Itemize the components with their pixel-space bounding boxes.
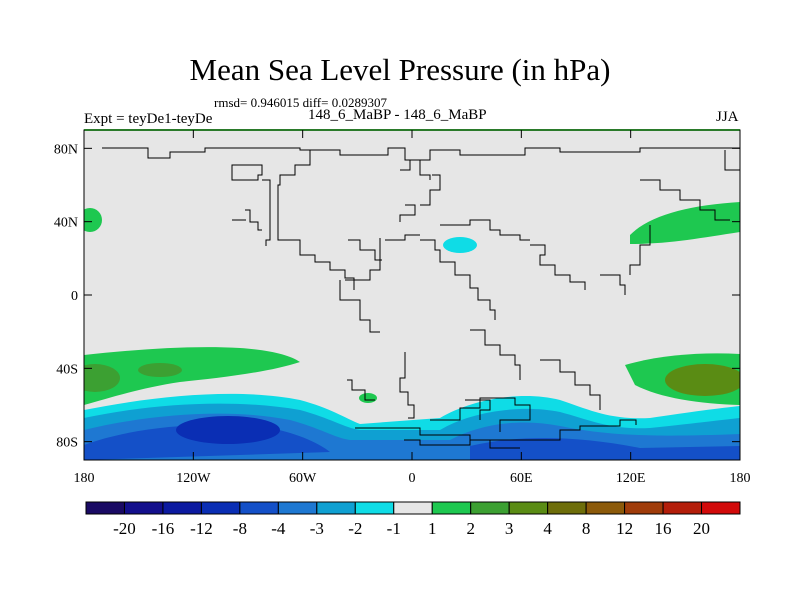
colorbar-swatch-7 xyxy=(354,501,395,515)
colorbar-swatch-5 xyxy=(277,501,318,515)
colorbar-label-9: 2 xyxy=(466,519,475,538)
stats-subtitle: rmsd= 0.946015 diff= 0.0289307 xyxy=(214,95,387,110)
axes: 180 120W 60W 0 60E 120E 180 80N 40N 0 40S 80S xyxy=(54,130,751,486)
colorbar-swatch-3 xyxy=(200,501,241,515)
colorbar-label-0: -20 xyxy=(113,519,136,538)
x-tick-label-2: 60W xyxy=(289,471,317,486)
colorbar-swatch-2 xyxy=(162,501,202,515)
colorbar-label-8: 1 xyxy=(428,519,437,538)
pos-core-east xyxy=(665,364,740,396)
pressure-field xyxy=(84,202,740,460)
colorbar-swatch-4 xyxy=(239,501,279,515)
colorbar-swatch-9 xyxy=(431,501,472,515)
colorbar-label-15: 20 xyxy=(693,519,710,538)
x-tick-label-0: 180 xyxy=(74,471,95,486)
colorbar-label-4: -4 xyxy=(271,519,286,538)
x-tick-label-6: 180 xyxy=(730,471,751,486)
chart-title: Mean Sea Level Pressure (in hPa) xyxy=(189,52,611,87)
colorbar-swatch-11 xyxy=(508,501,549,515)
pos-band-west xyxy=(84,347,300,405)
colorbar-label-13: 12 xyxy=(616,519,633,538)
period-label: 148_6_MaBP - 148_6_MaBP xyxy=(308,107,487,123)
colorbar-swatch-13 xyxy=(585,501,626,515)
colorbar-swatch-12 xyxy=(547,501,587,515)
colorbar-label-2: -12 xyxy=(190,519,213,538)
coastlines xyxy=(102,147,740,449)
colorbar-swatch-8 xyxy=(393,501,433,515)
colorbar-swatch-6 xyxy=(316,501,356,515)
colorbar-label-14: 16 xyxy=(655,519,672,538)
y-tick-label-3: 40S xyxy=(56,362,78,377)
x-tick-label-5: 120E xyxy=(616,471,646,486)
x-tick-label-1: 120W xyxy=(176,471,211,486)
colorbar-swatch-16 xyxy=(701,501,741,515)
colorbar-swatch-1 xyxy=(123,501,164,515)
colorbar-swatch-14 xyxy=(624,501,664,515)
colorbar-swatch-10 xyxy=(470,501,510,515)
colorbar-label-10: 3 xyxy=(505,519,514,538)
colorbar-label-7: -1 xyxy=(387,519,401,538)
y-tick-label-4: 80S xyxy=(56,436,78,451)
colorbar-swatch-0 xyxy=(85,501,125,515)
season-label: JJA xyxy=(716,109,739,125)
x-tick-label-4: 60E xyxy=(510,471,533,486)
pos-blob-nw xyxy=(84,208,102,232)
pos-core-west xyxy=(84,364,120,392)
colorbar-label-11: 4 xyxy=(543,519,552,538)
pos-band-ne xyxy=(630,202,740,244)
pos-blob-small xyxy=(359,393,377,403)
y-tick-label-2: 0 xyxy=(71,289,78,304)
y-tick-label-0: 80N xyxy=(54,142,78,157)
colorbar-label-5: -3 xyxy=(310,519,324,538)
colorbar-label-3: -8 xyxy=(233,519,247,538)
colorbar: -20 -16 -12 -8 -4 -3 -2 -1 1 2 3 4 8 12 16 20 xyxy=(85,501,741,538)
experiment-label: Expt = teyDe1-teyDe xyxy=(84,111,213,127)
neg-blob-north xyxy=(443,237,477,253)
colorbar-label-12: 8 xyxy=(582,519,591,538)
colorbar-label-6: -2 xyxy=(348,519,362,538)
x-tick-label-3: 0 xyxy=(409,471,416,486)
colorbar-label-1: -16 xyxy=(152,519,175,538)
pos-core-west-2 xyxy=(138,363,182,377)
neg-core xyxy=(176,416,280,444)
colorbar-swatch-15 xyxy=(662,501,703,515)
y-tick-label-1: 40N xyxy=(54,216,78,231)
